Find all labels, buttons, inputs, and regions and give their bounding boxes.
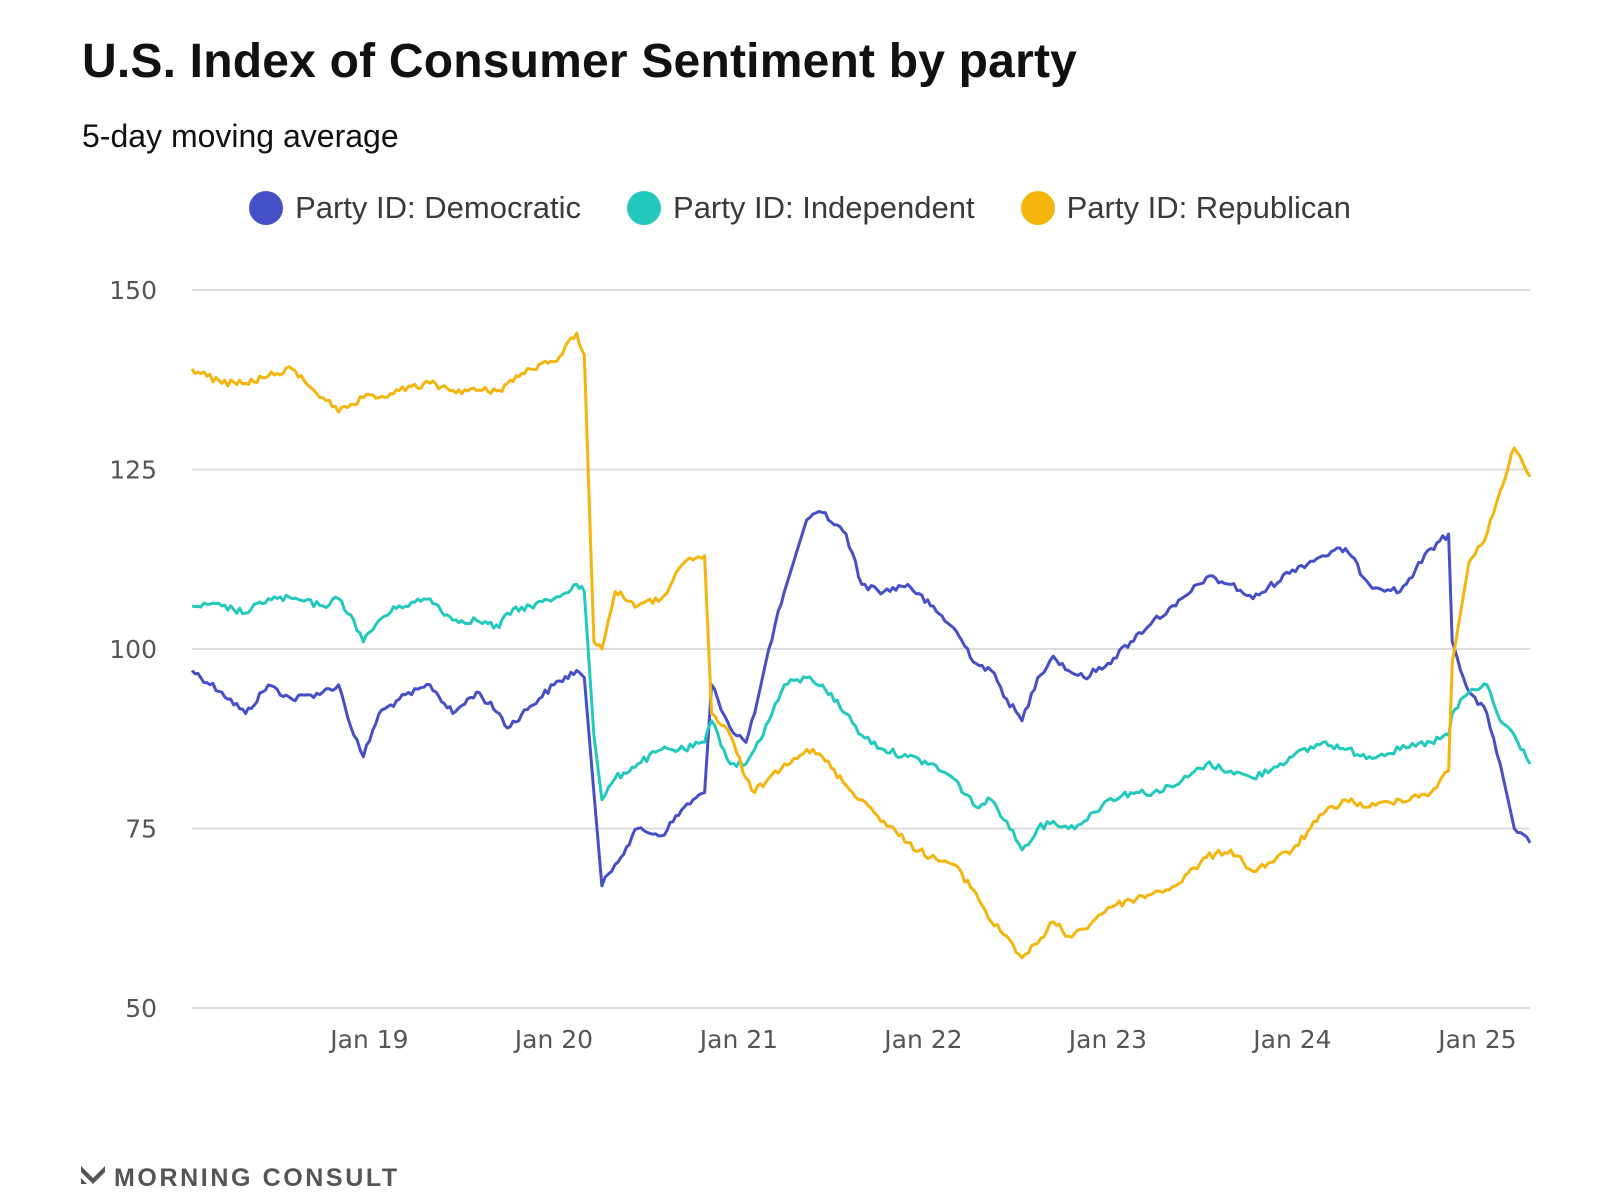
series-line-democratic[interactable] [190, 509, 1532, 888]
chart-title: U.S. Index of Consumer Sentiment by part… [82, 35, 1078, 88]
y-tick-label: 150 [109, 276, 157, 305]
legend-marker-republican [1020, 191, 1055, 225]
x-tick-label: Jan 21 [698, 1025, 778, 1054]
x-tick-label: Jan 24 [1251, 1025, 1331, 1054]
y-tick-label: 125 [109, 456, 157, 485]
footer-brand: MORNING CONSULT [114, 1163, 400, 1192]
x-axis: Jan 19 Jan 20 Jan 21 Jan 22 Jan 23 Jan 24 Jan … [328, 1025, 1516, 1054]
footer: MORNING CONSULT [80, 1162, 400, 1194]
y-tick-label: 75 [125, 815, 157, 844]
morning-consult-logo-icon [80, 1164, 106, 1193]
legend-label-democratic: Party ID: Democratic [295, 190, 582, 225]
y-tick-label: 50 [125, 994, 157, 1023]
x-tick-label: Jan 19 [328, 1025, 408, 1054]
y-tick-label: 100 [109, 635, 157, 664]
series-line-independent[interactable] [191, 582, 1532, 852]
y-axis: 50 75 100 125 150 [109, 276, 157, 1023]
legend-marker-independent [627, 191, 662, 225]
chart-subtitle: 5-day moving average [82, 118, 399, 154]
x-tick-label: Jan 23 [1067, 1025, 1147, 1054]
x-tick-label: Jan 25 [1436, 1025, 1516, 1054]
legend-marker-democratic [249, 191, 284, 225]
chart-legend: Party ID: Democratic Party ID: Independe… [0, 190, 1600, 226]
legend-item-independent[interactable]: Party ID: Independent [627, 190, 975, 226]
legend-label-republican: Party ID: Republican [1066, 190, 1351, 225]
series-lines [190, 331, 1532, 960]
x-tick-label: Jan 22 [882, 1025, 962, 1054]
legend-label-independent: Party ID: Independent [673, 190, 975, 225]
gridlines [192, 289, 1530, 1009]
legend-item-democratic[interactable]: Party ID: Democratic [249, 190, 581, 226]
x-tick-label: Jan 20 [513, 1025, 593, 1054]
series-line-republican[interactable] [190, 331, 1532, 960]
legend-item-republican[interactable]: Party ID: Republican [1020, 190, 1351, 226]
